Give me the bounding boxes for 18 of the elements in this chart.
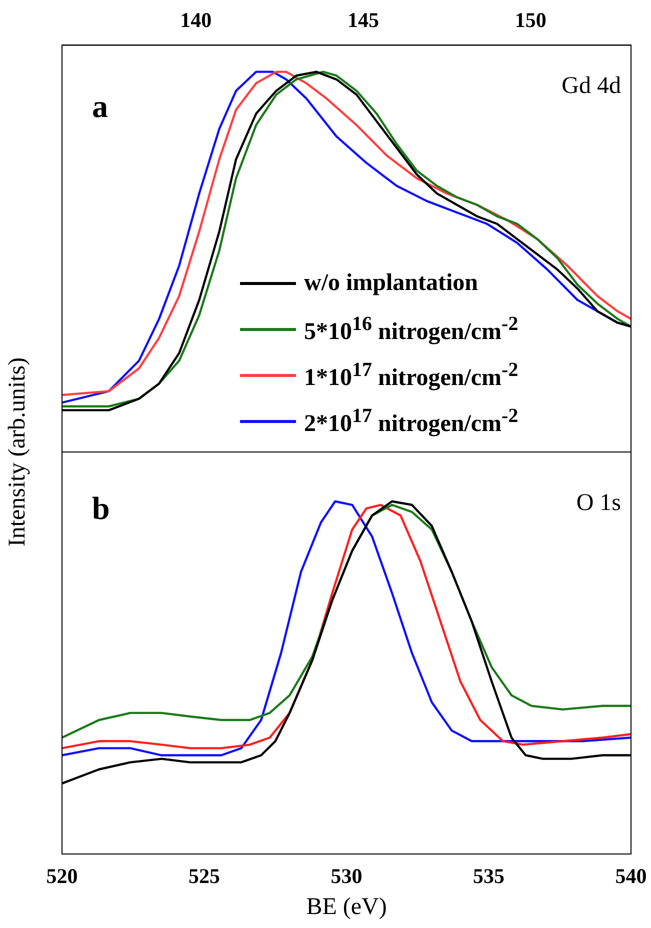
y-axis-title: Intensity (arb.units) bbox=[4, 357, 32, 547]
legend-label: w/o implantation bbox=[304, 270, 478, 296]
annotation: b bbox=[92, 490, 110, 527]
x-tick-label: 535 bbox=[473, 864, 504, 888]
annotation: a bbox=[92, 88, 108, 125]
annotation: O 1s bbox=[576, 490, 621, 517]
legend-label: 2*10$^{17}$ nitrogen/cm$^{-2}$ bbox=[304, 404, 518, 438]
x-tick-label: 540 bbox=[615, 864, 647, 888]
x-tick-label: 530 bbox=[330, 864, 362, 888]
x-tick-label: 140 bbox=[180, 8, 212, 32]
legend-label: 5*10$^{16}$ nitrogen/cm$^{-2}$ bbox=[304, 312, 518, 346]
x-axis-title: BE (eV) bbox=[306, 894, 387, 920]
x-tick-label: 525 bbox=[188, 864, 220, 888]
x-tick-label: 145 bbox=[347, 8, 379, 32]
x-tick-label: 150 bbox=[514, 8, 546, 32]
legend-label: 1*10$^{17}$ nitrogen/cm$^{-2}$ bbox=[304, 358, 518, 392]
annotation: Gd 4d bbox=[562, 73, 621, 100]
x-tick-label: 520 bbox=[46, 864, 78, 888]
